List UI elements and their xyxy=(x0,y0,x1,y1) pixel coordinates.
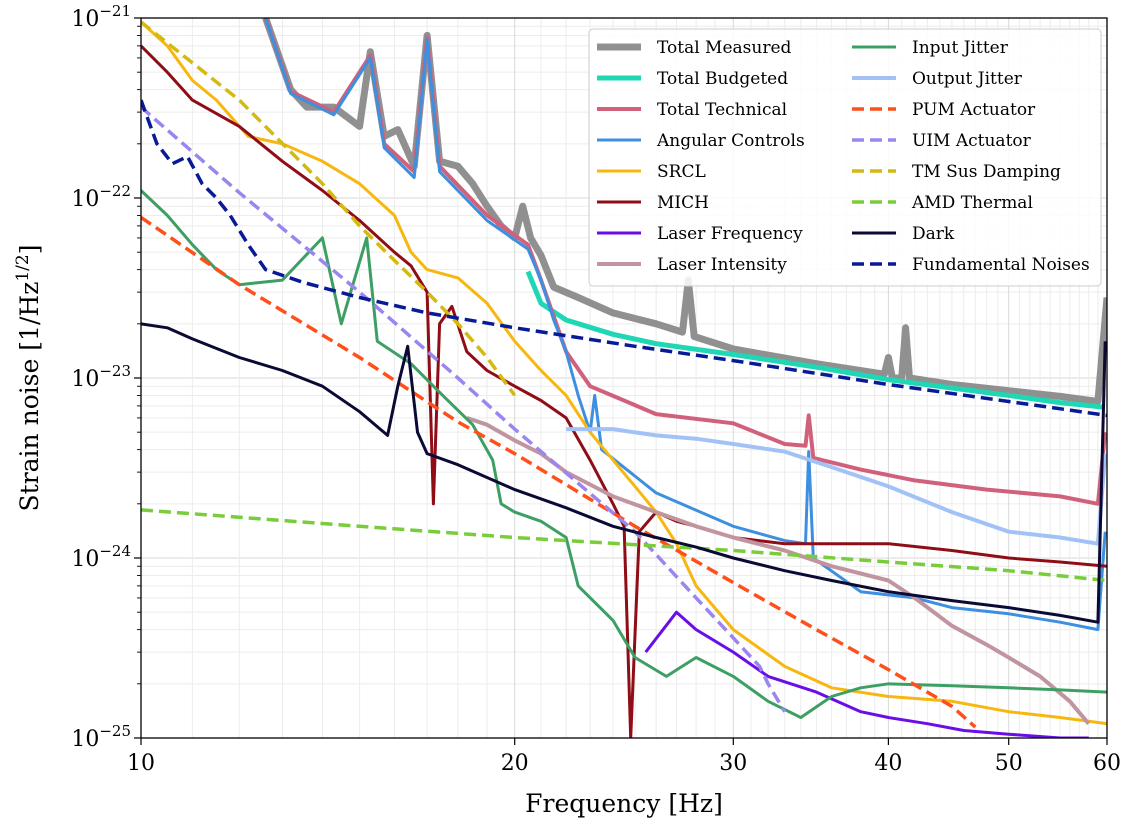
legend-label-dark: Dark xyxy=(912,224,955,244)
legend-label-mich: MICH xyxy=(657,193,709,213)
legend-label-amd-thermal: AMD Thermal xyxy=(911,193,1033,213)
y-tick-base: 10 xyxy=(71,187,99,212)
legend-label-total-measured: Total Measured xyxy=(657,38,792,58)
x-tick-label: 30 xyxy=(719,751,747,776)
x-tick-label: 60 xyxy=(1093,751,1121,776)
legend-label-input-jitter: Input Jitter xyxy=(912,38,1009,58)
y-tick-base: 10 xyxy=(71,367,99,392)
series-line-total-budgeted xyxy=(525,270,1103,410)
series-line-output-jitter xyxy=(566,427,1107,546)
y-tick-exponent: −23 xyxy=(99,362,131,380)
x-tick-label: 50 xyxy=(995,751,1023,776)
series-line-laser-frequency xyxy=(644,610,1089,738)
x-tick-label: 40 xyxy=(874,751,902,776)
series-line-amd-thermal xyxy=(141,508,1107,583)
series-line-fundamental-noises xyxy=(141,99,1107,418)
legend-label-total-budgeted: Total Budgeted xyxy=(657,69,788,89)
legend-label-output-jitter: Output Jitter xyxy=(912,69,1023,89)
series-line-angular-controls xyxy=(264,18,1107,632)
series-line-tm-sus-damping xyxy=(141,20,517,397)
y-tick-label: 10−21 xyxy=(71,2,131,32)
series-group xyxy=(141,18,1107,738)
series-line-srcl xyxy=(141,20,1107,726)
legend-label-laser-frequency: Laser Frequency xyxy=(657,224,803,244)
x-axis-title: Frequency [Hz] xyxy=(525,789,723,818)
y-axis-title-close: ] xyxy=(15,245,44,255)
y-tick-label: 10−25 xyxy=(71,722,131,752)
y-tick-exponent: −21 xyxy=(99,2,131,20)
y-axis-title: Strain noise [1/Hz1/2] xyxy=(13,245,44,512)
y-axis-title-main: Strain noise [1/Hz xyxy=(15,282,44,512)
series-line-input-jitter xyxy=(141,189,1107,719)
y-tick-label: 10−22 xyxy=(71,182,131,212)
x-tick-label: 20 xyxy=(501,751,529,776)
y-tick-exponent: −24 xyxy=(99,542,131,560)
legend-label-laser-intensity: Laser Intensity xyxy=(657,255,787,275)
y-axis-title-exponent: 1/2 xyxy=(13,254,33,281)
y-tick-base: 10 xyxy=(71,547,99,572)
y-tick-exponent: −22 xyxy=(99,182,131,200)
y-tick-exponent: −25 xyxy=(99,722,131,740)
legend-label-fundamental-noises: Fundamental Noises xyxy=(912,255,1090,275)
series-line-pum-actuator xyxy=(141,215,977,729)
legend-label-uim-actuator: UIM Actuator xyxy=(912,131,1032,151)
y-tick-label: 10−23 xyxy=(71,362,131,392)
y-tick-base: 10 xyxy=(71,727,99,752)
x-tick-label: 10 xyxy=(127,751,155,776)
legend-label-srcl: SRCL xyxy=(657,162,706,182)
y-tick-base: 10 xyxy=(71,7,99,32)
legend: Total Measured Total Budgeted Total Techni… xyxy=(588,28,1102,287)
legend-label-angular-controls: Angular Controls xyxy=(656,131,805,151)
legend-label-total-technical: Total Technical xyxy=(657,100,787,120)
legend-box xyxy=(588,28,1102,287)
series-line-dark xyxy=(141,322,1107,624)
y-tick-label: 10−24 xyxy=(71,542,131,572)
legend-label-pum-actuator: PUM Actuator xyxy=(912,100,1036,120)
legend-label-tm-sus-damping: TM Sus Damping xyxy=(912,162,1061,182)
series-line-total-measured xyxy=(262,18,1107,405)
